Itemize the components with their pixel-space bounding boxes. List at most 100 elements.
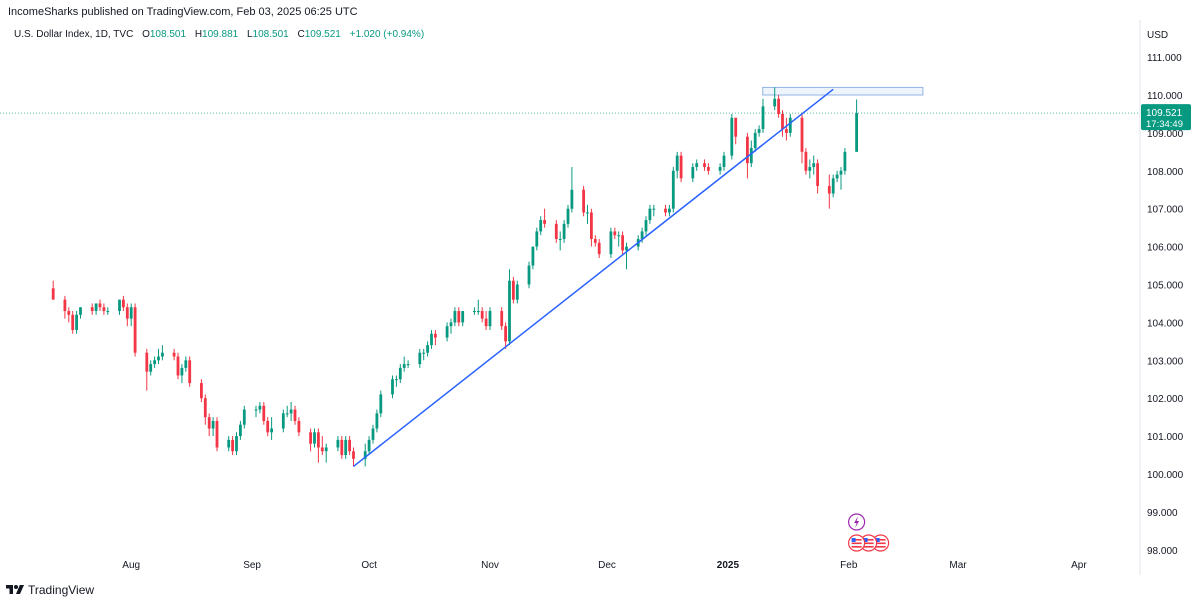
flag-stripe <box>863 539 874 541</box>
candle-body <box>344 439 348 456</box>
candle-body <box>613 231 617 236</box>
candle-body <box>297 420 301 433</box>
candle-body <box>508 280 511 342</box>
y-tick-label: 110.000 <box>1147 91 1183 102</box>
candle-body <box>609 231 613 255</box>
close-label: C <box>297 29 305 40</box>
candle-body <box>449 322 453 327</box>
y-tick-label: 109.000 <box>1147 129 1184 140</box>
candle-body <box>184 360 188 368</box>
candle-body <box>71 314 75 330</box>
candle-body <box>703 163 706 168</box>
price-tag-value: 109.521 <box>1146 108 1183 119</box>
candle-body <box>157 356 160 361</box>
candle-body <box>317 432 320 448</box>
y-tick-label: 111.000 <box>1147 53 1182 64</box>
candle-body <box>125 307 129 319</box>
close-value: 109.521 <box>304 29 341 40</box>
candle-body <box>418 352 422 365</box>
currency-label: USD <box>1147 30 1169 41</box>
candle-body <box>722 155 726 168</box>
candle-body <box>644 220 648 232</box>
candle-body <box>679 155 683 179</box>
candle-body <box>398 367 402 380</box>
y-tick-label: 99.000 <box>1147 508 1178 519</box>
candle-body <box>781 113 784 130</box>
resistance-zone <box>762 86 924 96</box>
candle-body <box>753 132 757 149</box>
candle-body <box>426 345 429 353</box>
candle-body <box>203 398 207 418</box>
candle-body <box>777 98 780 114</box>
trendline <box>353 88 834 468</box>
flag-canton <box>875 538 880 542</box>
candle-body <box>75 314 78 330</box>
candle-body <box>367 439 371 452</box>
candle-body <box>831 178 835 194</box>
candle-body <box>118 299 121 312</box>
x-tick-label: Dec <box>598 560 616 571</box>
x-tick-label: Sep <box>243 560 261 571</box>
candle-body <box>90 307 94 312</box>
high-value: 109.881 <box>202 29 239 40</box>
candle-body <box>242 409 246 425</box>
x-tick-label: 2025 <box>717 560 740 571</box>
candle-body <box>309 432 312 444</box>
candle-body <box>215 420 219 448</box>
candle-body <box>582 189 585 213</box>
candle-body <box>535 231 539 247</box>
y-tick-label: 105.000 <box>1147 281 1184 292</box>
y-tick-label: 108.000 <box>1147 167 1184 178</box>
candle-body <box>379 394 383 414</box>
candle-body <box>363 451 367 459</box>
candle-body <box>79 307 82 315</box>
candle-body <box>668 208 671 213</box>
symbol-legend: U.S. Dollar Index, 1D, TVC O108.501 H109… <box>14 29 424 40</box>
candle-body <box>200 383 203 399</box>
candle-body <box>749 148 753 164</box>
flag-stripe <box>875 539 886 541</box>
candle-body <box>839 170 843 175</box>
x-tick-label: Apr <box>1071 560 1087 571</box>
price-chart[interactable]: 111.000 110.000 109.000 108.000 107.000 106.0… <box>0 0 1199 580</box>
candle-body <box>176 356 180 376</box>
candle-body <box>445 326 449 338</box>
x-tick-label: Aug <box>122 560 140 571</box>
change-value: +1.020 (+0.94%) <box>349 29 425 40</box>
candle-body <box>94 303 98 312</box>
candle-body <box>320 447 324 452</box>
candle-body <box>554 223 558 240</box>
candle-body <box>153 360 156 365</box>
candle-body <box>391 379 394 395</box>
candle-body <box>707 167 710 171</box>
candle-body <box>129 307 133 319</box>
candle-body <box>67 311 71 315</box>
candle-body <box>270 428 273 433</box>
candle-body <box>593 239 597 243</box>
y-tick-label: 101.000 <box>1147 432 1184 443</box>
candle-body <box>488 311 492 327</box>
candle-body <box>531 246 535 266</box>
low-label: L <box>246 29 253 40</box>
candle-body <box>785 129 788 133</box>
candle-body <box>352 451 355 459</box>
candle-body <box>235 436 238 452</box>
candle-body <box>207 417 211 429</box>
candle-body <box>730 117 734 156</box>
lightning-glyph <box>854 516 860 528</box>
price-tag-countdown: 17:34:49 <box>1146 119 1183 130</box>
candle-body <box>515 284 519 300</box>
tradingview-footer[interactable]: TradingView <box>6 583 94 597</box>
tradingview-brand: TradingView <box>28 583 95 597</box>
candle-body <box>281 413 285 429</box>
candle-body <box>855 113 858 152</box>
candle-body <box>161 352 164 357</box>
candle-body <box>804 151 808 171</box>
candle-body <box>430 333 433 346</box>
candle-body <box>340 439 344 456</box>
x-tick-label: Mar <box>949 560 967 571</box>
candle-body <box>773 98 777 107</box>
candle-body <box>504 326 507 342</box>
candle-body <box>640 231 644 240</box>
candle-body <box>695 163 699 168</box>
